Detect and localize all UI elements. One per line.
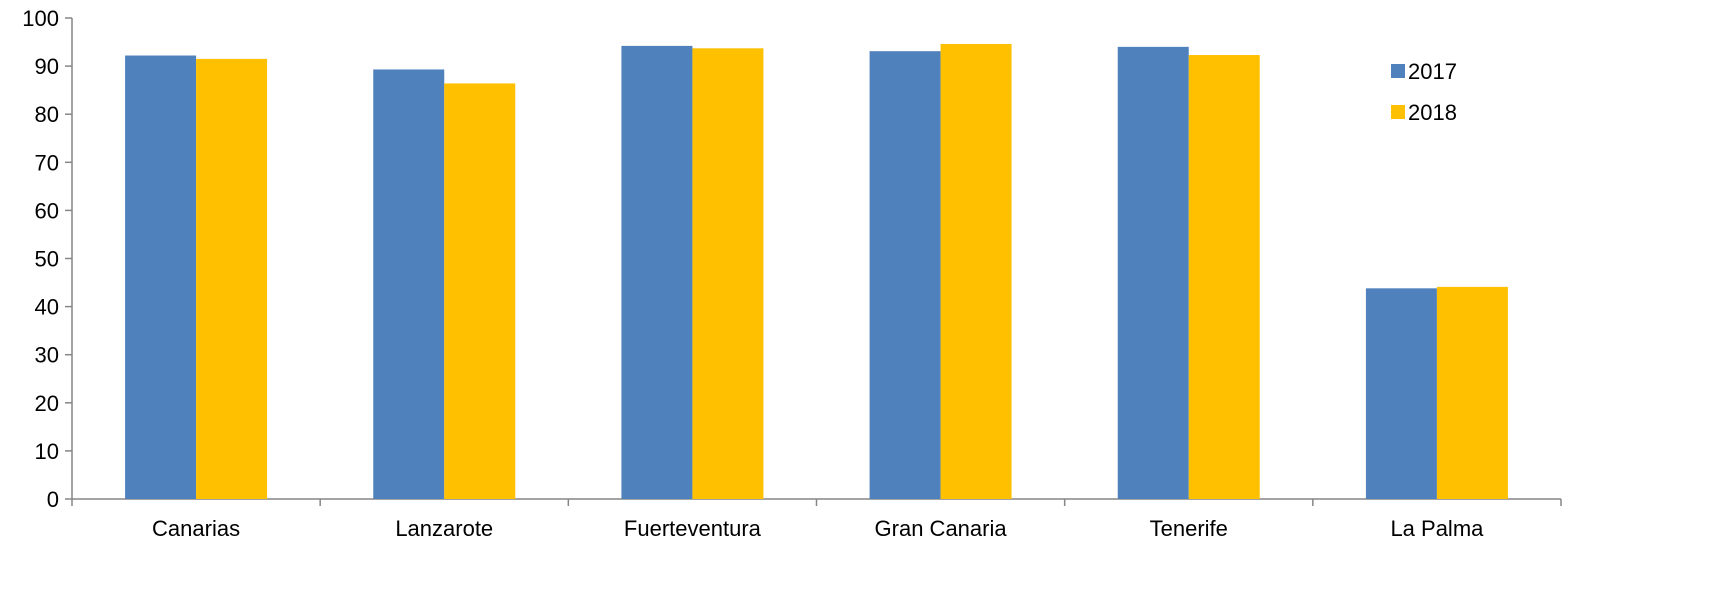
bar-2018-la-palma: [1436, 286, 1508, 499]
y-tick-label: 70: [35, 150, 59, 175]
y-tick-label: 100: [22, 6, 59, 31]
y-tick-label: 10: [35, 439, 59, 464]
x-tick-label: La Palma: [1390, 516, 1484, 541]
legend-label-2017: 2017: [1408, 59, 1457, 84]
y-tick-label: 0: [47, 487, 59, 512]
bar-2018-canarias: [196, 58, 268, 499]
x-tick-label: Tenerife: [1150, 516, 1228, 541]
bar-2018-tenerife: [1188, 55, 1260, 500]
x-tick-label: Fuerteventura: [624, 516, 762, 541]
bar-2017-gran-canaria: [869, 51, 941, 500]
y-tick-label: 50: [35, 247, 59, 272]
bar-2018-gran-canaria: [940, 43, 1012, 499]
y-tick-label: 90: [35, 54, 59, 79]
y-tick-label: 20: [35, 391, 59, 416]
x-tick-label: Gran Canaria: [875, 516, 1008, 541]
x-tick-label: Canarias: [152, 516, 240, 541]
legend-label-2018: 2018: [1408, 100, 1457, 125]
y-tick-label: 60: [35, 198, 59, 223]
bar-2018-lanzarote: [444, 83, 516, 499]
bars: [125, 43, 1508, 500]
legend-swatch-2018: [1391, 105, 1405, 119]
bar-2017-lanzarote: [373, 69, 445, 499]
legend: 2017 2018: [1391, 59, 1457, 125]
y-tick-label: 80: [35, 102, 59, 127]
legend-swatch-2017: [1391, 64, 1405, 78]
bar-2017-fuerteventura: [621, 45, 693, 499]
y-tick-label: 30: [35, 343, 59, 368]
bar-2017-canarias: [125, 55, 197, 499]
bar-2018-fuerteventura: [692, 48, 764, 499]
bar-2017-la-palma: [1365, 288, 1437, 499]
bar-2017-tenerife: [1117, 46, 1189, 500]
y-axis: 0 10 20 30 40 50 60 70 80 90 100: [22, 6, 73, 512]
x-tick-label: Lanzarote: [395, 516, 493, 541]
x-axis: Canarias Lanzarote Fuerteventura Gran Canar…: [71, 498, 1562, 541]
y-tick-label: 40: [35, 295, 59, 320]
